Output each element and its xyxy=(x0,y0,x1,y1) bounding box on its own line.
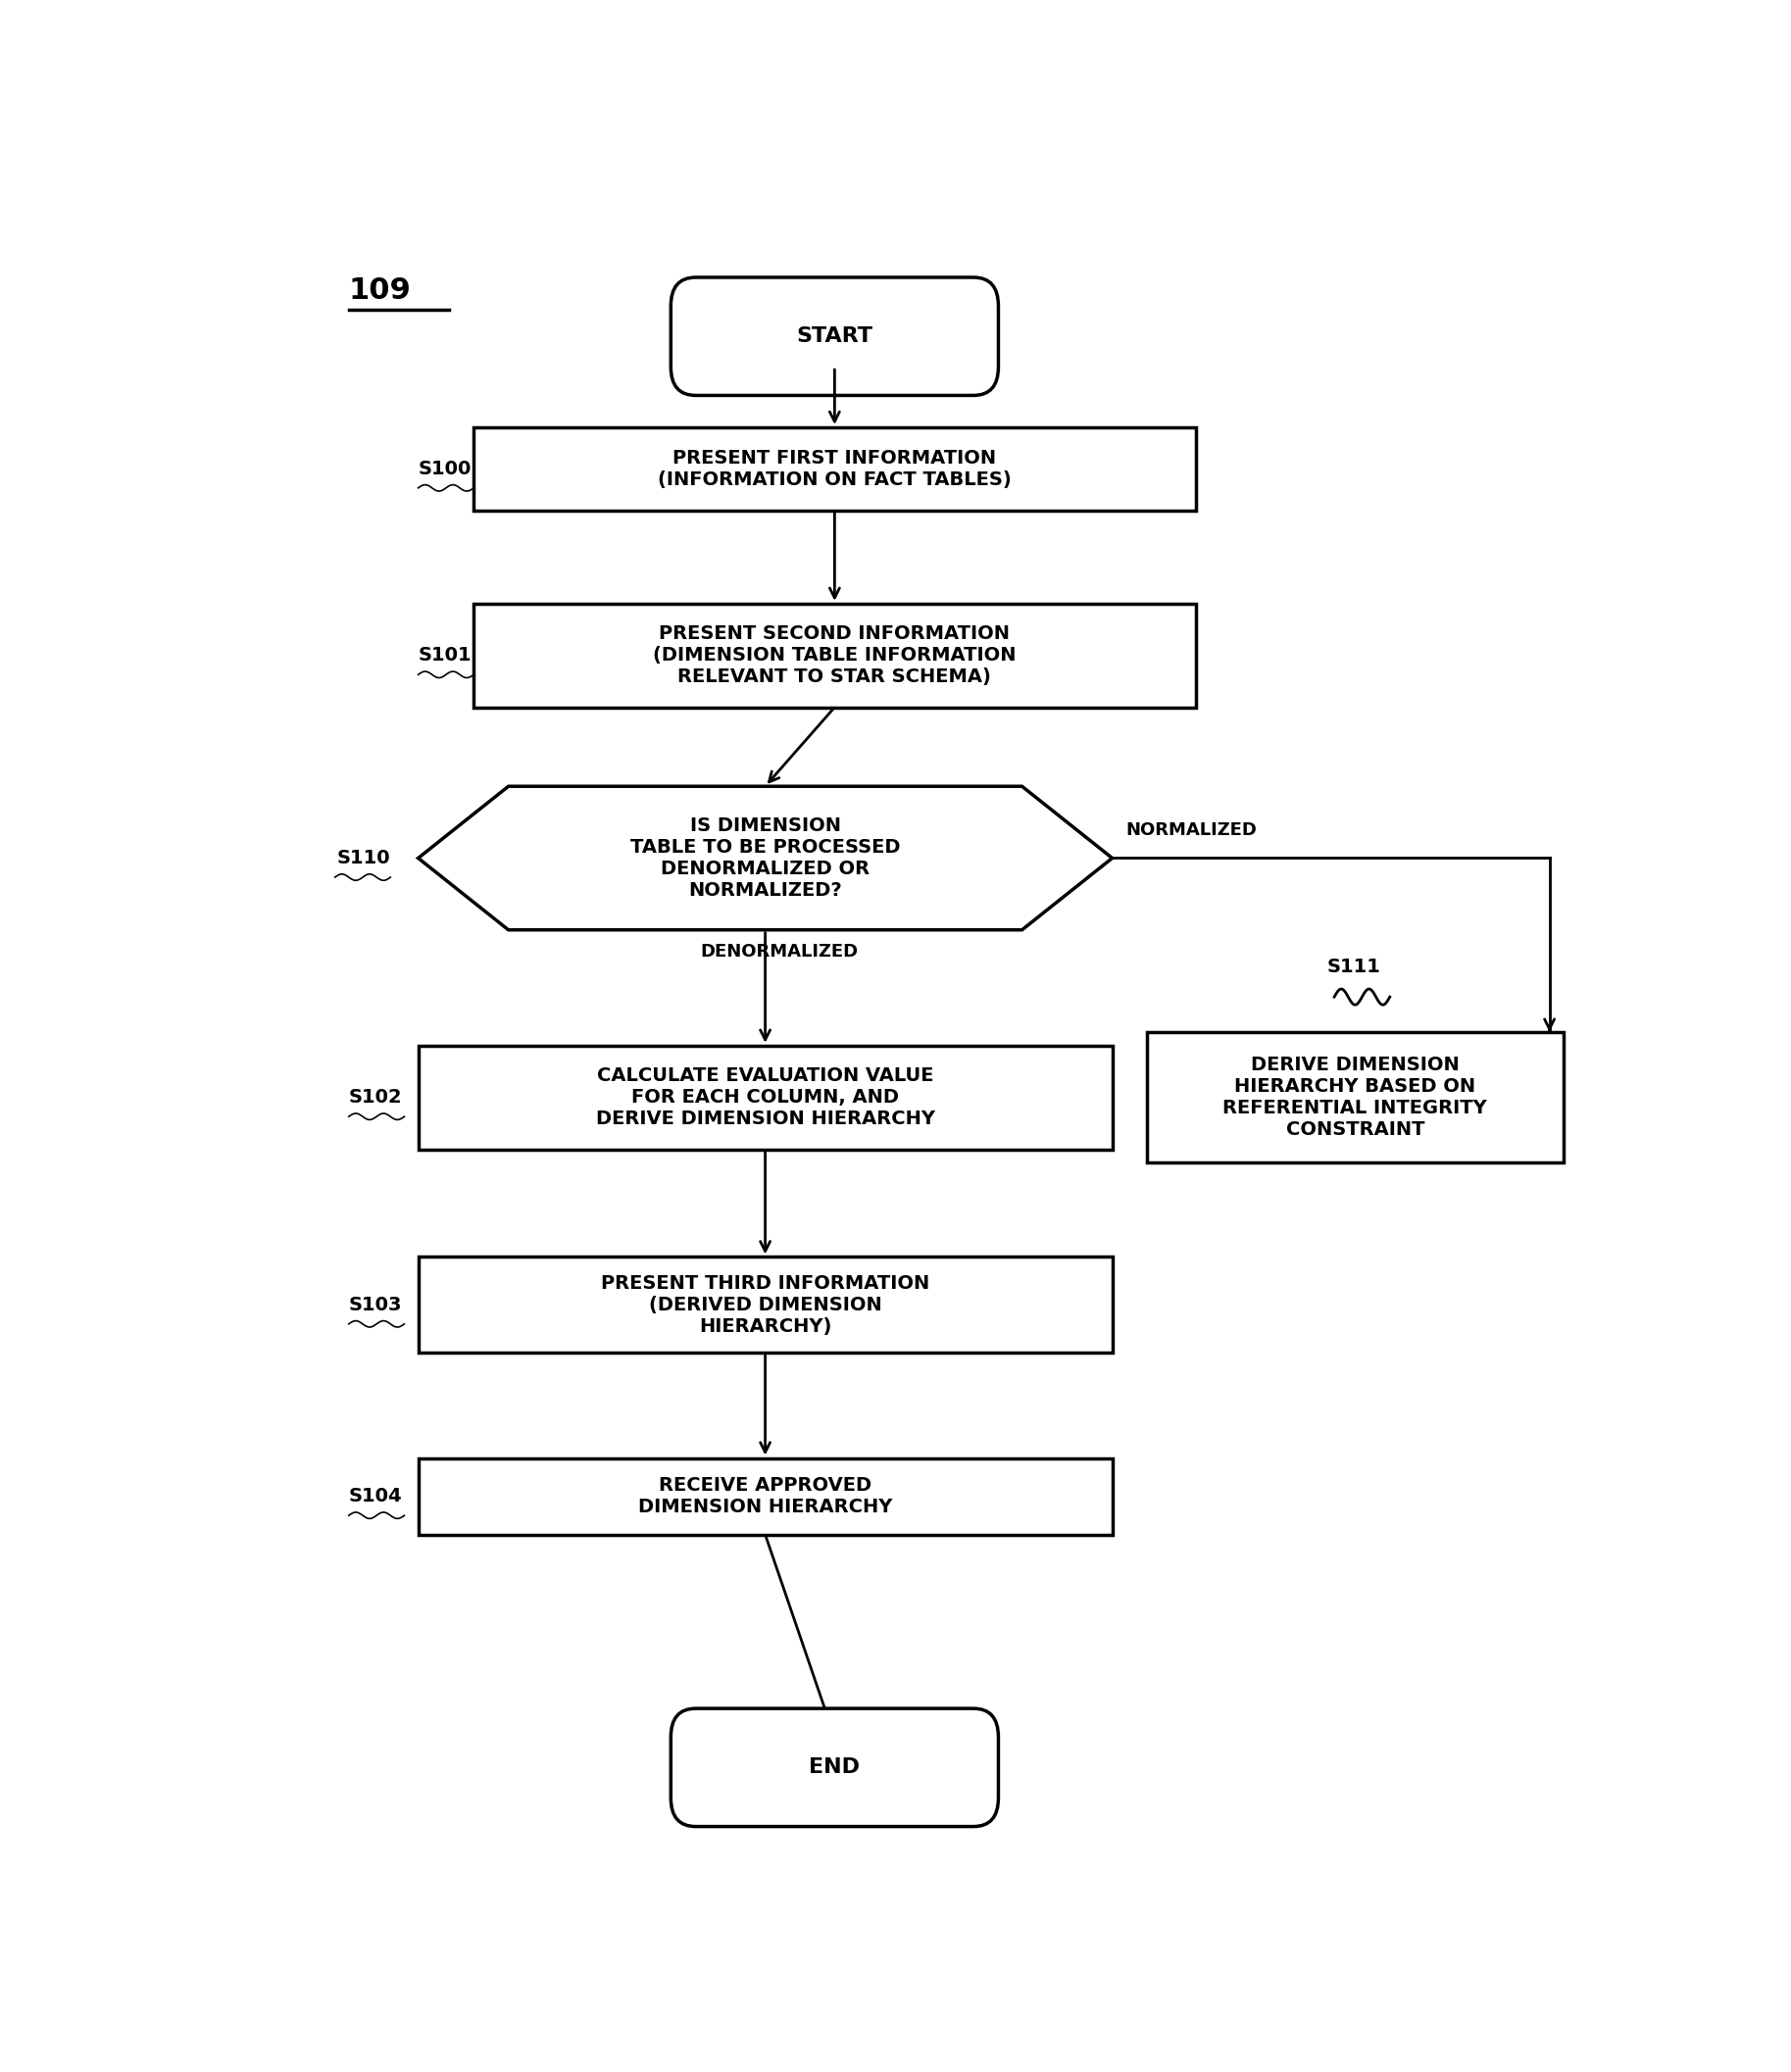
Polygon shape xyxy=(419,785,1112,930)
Text: DENORMALIZED: DENORMALIZED xyxy=(700,943,858,959)
Text: RECEIVE APPROVED
DIMENSION HIERARCHY: RECEIVE APPROVED DIMENSION HIERARCHY xyxy=(638,1475,892,1517)
Text: DERIVE DIMENSION
HIERARCHY BASED ON
REFERENTIAL INTEGRITY
CONSTRAINT: DERIVE DIMENSION HIERARCHY BASED ON REFE… xyxy=(1223,1057,1487,1140)
Text: CALCULATE EVALUATION VALUE
FOR EACH COLUMN, AND
DERIVE DIMENSION HIERARCHY: CALCULATE EVALUATION VALUE FOR EACH COLU… xyxy=(596,1067,935,1129)
Text: PRESENT THIRD INFORMATION
(DERIVED DIMENSION
HIERARCHY): PRESENT THIRD INFORMATION (DERIVED DIMEN… xyxy=(602,1274,930,1336)
Text: IS DIMENSION
TABLE TO BE PROCESSED
DENORMALIZED OR
NORMALIZED?: IS DIMENSION TABLE TO BE PROCESSED DENOR… xyxy=(630,816,901,899)
Text: END: END xyxy=(810,1757,860,1778)
Text: NORMALIZED: NORMALIZED xyxy=(1127,821,1257,839)
FancyBboxPatch shape xyxy=(473,427,1196,510)
FancyBboxPatch shape xyxy=(473,603,1196,707)
FancyBboxPatch shape xyxy=(419,1258,1112,1353)
Text: S110: S110 xyxy=(337,850,390,868)
FancyBboxPatch shape xyxy=(419,1046,1112,1150)
Text: S100: S100 xyxy=(419,460,471,479)
Text: PRESENT FIRST INFORMATION
(INFORMATION ON FACT TABLES): PRESENT FIRST INFORMATION (INFORMATION O… xyxy=(657,450,1012,489)
Text: 109: 109 xyxy=(349,276,412,305)
FancyBboxPatch shape xyxy=(419,1459,1112,1535)
Text: START: START xyxy=(797,327,872,346)
Text: S101: S101 xyxy=(419,646,471,665)
FancyBboxPatch shape xyxy=(672,278,998,396)
FancyBboxPatch shape xyxy=(1146,1032,1564,1162)
Text: S102: S102 xyxy=(349,1088,403,1106)
Text: S104: S104 xyxy=(349,1488,403,1506)
Text: PRESENT SECOND INFORMATION
(DIMENSION TABLE INFORMATION
RELEVANT TO STAR SCHEMA): PRESENT SECOND INFORMATION (DIMENSION TA… xyxy=(654,624,1015,686)
Text: S103: S103 xyxy=(349,1295,403,1314)
FancyBboxPatch shape xyxy=(672,1709,998,1828)
Text: S111: S111 xyxy=(1327,957,1381,976)
